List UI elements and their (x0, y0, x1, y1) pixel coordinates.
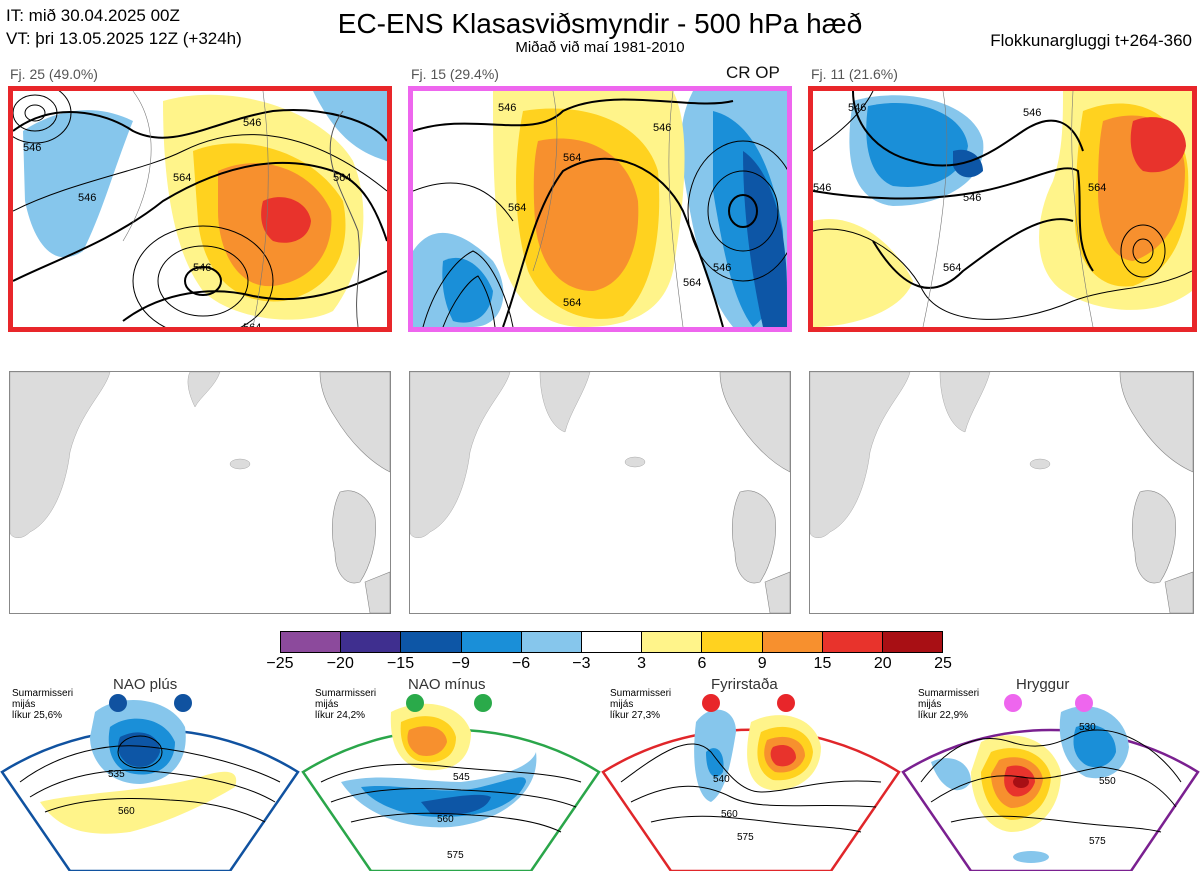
contour-label: 546 (848, 102, 866, 114)
header-info: IT: mið 30.04.2025 00Z VT: þri 13.05.202… (6, 4, 242, 50)
cluster-map-2: 546 546 564 564 564 546 564 (408, 86, 792, 332)
colorbar-tick-label: 25 (934, 655, 952, 672)
contour-label: 546 (1023, 107, 1041, 119)
regime-contour-label: 550 (1099, 776, 1116, 787)
regime-info-line: mijás (12, 699, 36, 710)
colorbar-swatch (762, 632, 823, 652)
contour-label: 564 (563, 297, 581, 309)
regime-nao-minus: 545 560 575 (301, 672, 601, 873)
colorbar-tick-label: 6 (697, 655, 707, 672)
empty-map-2 (409, 371, 791, 614)
regime-info-line: Sumarmisseri (12, 688, 74, 699)
contour-label: 546 (78, 192, 96, 204)
regime-blocking: 540 560 575 (601, 672, 901, 873)
regime-title: Hryggur (1016, 676, 1070, 693)
colorbar-tick-label: −3 (572, 655, 591, 672)
cluster-1-label: Fj. 25 (49.0%) (10, 66, 98, 82)
contour-label: 564 (508, 202, 526, 214)
regime-contour-label: 530 (1079, 722, 1096, 733)
regime-title: Fyrirstaða (711, 676, 778, 693)
colorbar-tick-label: 15 (813, 655, 832, 672)
regime-contour-label: 535 (108, 769, 125, 780)
regime-info-line: Sumarmisseri (315, 688, 377, 699)
regime-info-line: Sumarmisseri (918, 688, 980, 699)
colorbar-swatch (401, 632, 462, 652)
colorbar-tick-label: −20 (326, 655, 354, 672)
empty-map-1 (9, 371, 391, 614)
regime-contour-label: 560 (437, 814, 454, 825)
contour-label: 546 (23, 142, 41, 154)
colorbar-tick-label: −9 (451, 655, 470, 672)
colorbar (280, 631, 943, 653)
regime-info: Sumarmisseri mijás líkur 27,3% (610, 688, 671, 721)
regime-contour-label: 560 (118, 806, 135, 817)
colorbar-tick-label: −25 (266, 655, 294, 672)
page-title: EC-ENS Klasasviðsmyndir - 500 hPa hæð (337, 8, 863, 39)
page-subtitle: Miðað við maí 1981-2010 (515, 39, 685, 56)
empty-map-3 (809, 371, 1194, 614)
regime-info-line: mijás (610, 699, 634, 710)
regime-info-line: líkur 24,2% (315, 710, 366, 721)
colorbar-swatch (581, 632, 643, 652)
colorbar-tick-label: 9 (757, 655, 767, 672)
colorbar-tick-label: −15 (386, 655, 415, 672)
contour-label: 564 (243, 322, 261, 327)
regime-contour-label: 575 (1089, 836, 1106, 847)
regime-info: Sumarmisseri mijás líkur 22,9% (918, 688, 979, 721)
colorbar-swatch (521, 632, 582, 652)
colorbar-tick-label: 20 (873, 655, 892, 672)
colorbar-tick-label: −6 (511, 655, 531, 672)
contour-label: 564 (943, 262, 961, 274)
regime-ridge: 530 550 575 (901, 672, 1200, 873)
contour-label: 564 (683, 277, 701, 289)
regime-contour-label: 540 (713, 774, 730, 785)
contour-label: 546 (963, 192, 981, 204)
colorbar-tick-label: 3 (637, 655, 647, 672)
contour-label: 546 (653, 122, 671, 134)
contour-label: 546 (193, 262, 211, 274)
regime-contour-label: 575 (737, 832, 754, 843)
colorbar-swatch (281, 632, 342, 652)
contour-label: 564 (333, 172, 351, 184)
colorbar-swatch (341, 632, 402, 652)
colorbar-swatch (822, 632, 883, 652)
regime-info: Sumarmisseri mijás líkur 25,6% (12, 688, 73, 721)
regime-info-line: Sumarmisseri (610, 688, 672, 699)
regime-contour-label: 560 (721, 809, 738, 820)
contour-label: 564 (563, 152, 581, 164)
regime-info-line: líkur 27,3% (610, 710, 661, 721)
regime-info-line: líkur 25,6% (12, 710, 63, 721)
colorbar-swatch (642, 632, 703, 652)
contour-label: 564 (173, 172, 191, 184)
contour-label: 546 (498, 102, 516, 114)
initial-time: IT: mið 30.04.2025 00Z (6, 6, 180, 25)
cluster-2-badge: CR OP (726, 63, 780, 82)
cluster-map-1: 546 546 564 546 564 546 564 (8, 86, 392, 332)
regime-info-line: líkur 22,9% (918, 710, 969, 721)
contour-label: 546 (243, 117, 261, 129)
regime-info-line: mijás (315, 699, 339, 710)
regime-contour-label: 575 (447, 850, 464, 861)
regime-info-line: mijás (918, 699, 942, 710)
contour-label: 546 (813, 182, 831, 194)
cluster-2-label: Fj. 15 (29.4%) (411, 66, 499, 82)
regime-nao-plus: 535 560 (0, 672, 300, 873)
regime-info: Sumarmisseri mijás líkur 24,2% (315, 688, 376, 721)
colorbar-swatch (461, 632, 522, 652)
classification-window: Flokkunargluggi t+264-360 (990, 31, 1192, 50)
contour-label: 546 (713, 262, 731, 274)
regime-title: NAO mínus (408, 676, 486, 693)
cluster-3-label: Fj. 11 (21.6%) (811, 66, 898, 82)
contour-label: 564 (1088, 182, 1106, 194)
cluster-map-3: 546 546 546 564 564 546 (808, 86, 1197, 332)
valid-time: VT: þri 13.05.2025 12Z (+324h) (6, 29, 242, 48)
colorbar-swatch (702, 632, 763, 652)
regime-contour-label: 545 (453, 772, 470, 783)
regime-title: NAO plús (113, 676, 178, 693)
colorbar-swatch (882, 632, 943, 652)
